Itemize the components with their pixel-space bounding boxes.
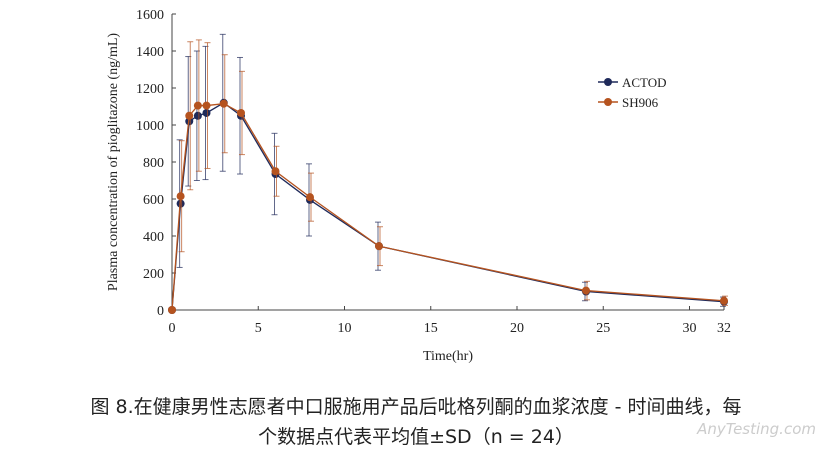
caption-line-2: 个数据点代表平均值±SD（n = 24） [258, 426, 574, 448]
x-tick-label: 5 [255, 321, 262, 336]
legend-marker [604, 98, 612, 106]
data-point-SH906 [185, 111, 194, 120]
data-point-ACTOD [193, 111, 202, 120]
y-tick-label: 1400 [136, 45, 164, 60]
y-tick-label: 0 [157, 304, 164, 319]
data-point-SH906 [219, 99, 228, 108]
series-line-ACTOD [171, 102, 725, 311]
data-point-SH906 [202, 101, 211, 110]
data-point-SH906 [176, 192, 185, 201]
y-tick-label: 1000 [136, 119, 164, 134]
data-point-SH906 [168, 306, 176, 314]
x-tick-label: 25 [596, 321, 610, 336]
legend-label: SH906 [622, 95, 659, 110]
y-tick-label: 800 [143, 156, 164, 171]
x-tick-label: 15 [424, 321, 438, 336]
y-tick-label: 200 [143, 267, 164, 282]
y-tick-label: 1200 [136, 82, 164, 97]
x-tick-label: 32 [717, 321, 731, 336]
chart: 0 200 400 600 800 1000 1200 1400 1600 0 5 10 15 20 25 3… [106, 8, 731, 364]
data-point-SH906 [193, 101, 202, 110]
x-tick-label: 10 [338, 321, 352, 336]
x-tick-label: 30 [683, 321, 697, 336]
x-tick-label: 20 [510, 321, 524, 336]
y-axis-label: Plasma concentration of pioglitazone (ng… [106, 33, 121, 291]
data-point-SH906 [306, 193, 314, 202]
data-point-SH906 [375, 242, 383, 251]
x-tick-label: 0 [169, 321, 176, 336]
y-tick-label: 400 [143, 230, 164, 245]
data-point-ACTOD [202, 108, 211, 117]
y-tick-label: 600 [143, 193, 164, 208]
data-point-SH906 [582, 286, 590, 295]
data-point-SH906 [271, 167, 280, 176]
y-tick-label: 1600 [136, 8, 164, 23]
data-point-SH906 [720, 296, 728, 305]
data-point-SH906 [237, 108, 245, 117]
legend-marker [604, 78, 612, 86]
watermark: AnyTesting.com [697, 420, 816, 438]
legend-label: ACTOD [622, 75, 667, 90]
caption-line-1: 图 8.在健康男性志愿者中口服施用产品后吡格列酮的血浆浓度 - 时间曲线，每 [90, 396, 742, 418]
x-axis-label: Time(hr) [423, 349, 473, 364]
series-line-SH906 [171, 103, 725, 311]
